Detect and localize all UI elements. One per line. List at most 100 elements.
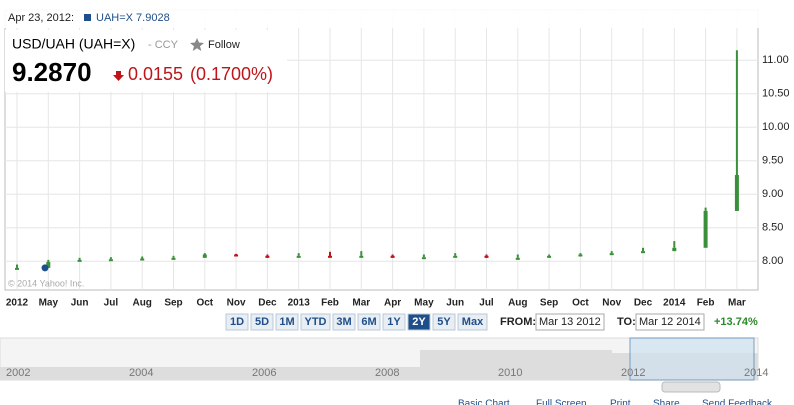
x-tick-label: Sep: [540, 298, 558, 309]
range-button[interactable]: [357, 313, 381, 331]
y-tick-label: 8.00: [762, 255, 783, 267]
range-label: Max: [462, 316, 484, 328]
header-date: Apr 23, 2012:: [8, 12, 74, 24]
star-icon[interactable]: [190, 38, 204, 51]
to-input[interactable]: [635, 313, 705, 331]
candle-body: [515, 257, 520, 260]
x-tick-label: Aug: [132, 298, 151, 309]
footer-link[interactable]: Send Feedback: [702, 399, 773, 405]
range-label: 5D: [255, 316, 269, 328]
x-tick-label: Dec: [634, 298, 653, 309]
candle-body: [296, 255, 301, 258]
copyright: © 2014 Yahoo! Inc.: [8, 278, 84, 288]
y-tick-label: 10.00: [762, 121, 790, 133]
range-button[interactable]: [275, 313, 299, 331]
footer-link[interactable]: Full Screen: [536, 399, 587, 405]
candle-body: [672, 247, 677, 252]
range-label: 1Y: [387, 316, 401, 328]
range-label: YTD: [305, 316, 327, 328]
x-tick-label: Feb: [321, 298, 339, 309]
to-date: Mar 12 2014: [639, 316, 701, 328]
quote-change-pct: (0.1700%): [190, 64, 273, 84]
x-tick-label: Sep: [164, 298, 182, 309]
candle-body: [734, 174, 739, 211]
x-tick-label: Mar: [352, 298, 370, 309]
x-tick-label: Feb: [697, 298, 715, 309]
range-button[interactable]: [332, 313, 356, 331]
x-tick-label: Oct: [196, 298, 213, 309]
candle-body: [140, 258, 145, 261]
x-tick-label: Jun: [446, 298, 464, 309]
candle-body: [328, 255, 332, 258]
candle-body: [77, 259, 82, 262]
quote-change: 0.0155: [128, 64, 183, 84]
range-label: 1M: [279, 316, 294, 328]
candle-body: [453, 255, 458, 258]
header-strip: [0, 0, 794, 28]
candle-body: [390, 255, 395, 258]
range-button[interactable]: [382, 313, 406, 331]
navigator-window[interactable]: [629, 337, 755, 381]
candle-body: [202, 254, 207, 258]
navigator-scroll[interactable]: [661, 381, 721, 393]
range-label: 3M: [336, 316, 351, 328]
legend-swatch: [84, 14, 91, 21]
x-tick-label: 2014: [663, 298, 686, 309]
header-point: UAH=X 7.9028: [96, 12, 170, 24]
from-label: FROM:: [500, 316, 536, 328]
candle-body: [484, 255, 489, 258]
range-label: 2Y: [412, 316, 426, 328]
x-tick-label: 2012: [6, 298, 29, 309]
range-label: 1D: [230, 316, 244, 328]
range-button[interactable]: [250, 313, 274, 331]
down-arrow: [113, 71, 124, 81]
footer-link[interactable]: Print: [610, 399, 631, 405]
x-tick-label: May: [414, 298, 434, 309]
x-tick-label: May: [39, 298, 59, 309]
range-button[interactable]: [457, 313, 488, 331]
candle-body: [578, 254, 583, 257]
y-tick-label: 11.00: [762, 54, 789, 66]
footer-link[interactable]: Basic Chart: [458, 399, 510, 405]
x-tick-label: Nov: [602, 298, 621, 309]
x-tick-label: Aug: [508, 298, 527, 309]
candle-body: [421, 257, 426, 260]
range-button[interactable]: [432, 313, 456, 331]
x-tick-label: Oct: [572, 298, 589, 309]
range-label: 5Y: [437, 316, 451, 328]
to-label: TO:: [617, 316, 636, 328]
navigator-year: 2004: [129, 367, 153, 379]
candle-body: [609, 253, 614, 256]
navigator-year: 2010: [498, 367, 522, 379]
navigator-area: [0, 350, 758, 380]
range-button[interactable]: [300, 313, 331, 331]
y-tick-label: 10.50: [762, 88, 790, 100]
x-tick-label: Jul: [104, 298, 119, 309]
candle-body: [234, 254, 239, 257]
footer-link[interactable]: Share: [653, 399, 680, 405]
from-input[interactable]: [535, 313, 605, 331]
x-tick-label: Apr: [384, 298, 401, 309]
candle-body: [359, 255, 364, 258]
x-tick-label: Jul: [479, 298, 494, 309]
navigator-year: 2006: [252, 367, 276, 379]
candle-body: [15, 267, 19, 270]
candle-body: [703, 210, 708, 248]
range-button[interactable]: [225, 313, 249, 331]
candle-body: [171, 257, 176, 260]
navigator-year: 2014: [744, 367, 768, 379]
navigator-year: 2002: [6, 367, 30, 379]
follow-button[interactable]: Follow: [208, 39, 240, 51]
quote-exchange: - CCY: [148, 39, 179, 51]
range-button[interactable]: [407, 313, 431, 331]
candle-body: [46, 261, 51, 268]
quote-box: [5, 30, 287, 92]
x-tick-label: Mar: [728, 298, 746, 309]
range-change: +13.74%: [714, 316, 758, 328]
y-tick-label: 8.50: [762, 222, 783, 234]
x-tick-label: Dec: [258, 298, 277, 309]
candle-body: [108, 259, 113, 262]
candle-body: [547, 255, 552, 258]
y-tick-label: 9.00: [762, 188, 783, 200]
